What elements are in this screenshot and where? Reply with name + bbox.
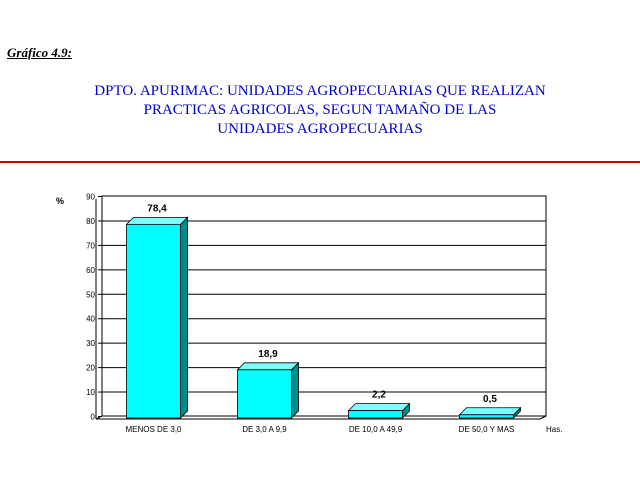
data-label: 0,5 — [483, 394, 497, 405]
y-tick-label: 0 — [91, 413, 96, 422]
title-line-3: UNIDADES AGROPECUARIAS — [217, 121, 423, 137]
x-axis-label: Has. — [546, 425, 562, 434]
bar-side — [291, 361, 299, 419]
bars-layer — [125, 216, 522, 419]
data-label: 2,2 — [372, 390, 386, 401]
bar — [459, 414, 514, 419]
y-axis-label: % — [56, 196, 64, 206]
y-tick-label: 10 — [86, 388, 95, 397]
chart-title: DPTO. APURIMAC: UNIDADES AGROPECUARIAS Q… — [0, 82, 640, 139]
title-line-1: DPTO. APURIMAC: UNIDADES AGROPECUARIAS Q… — [94, 83, 546, 99]
x-tick-label: DE 3,0 A 9,9 — [242, 425, 287, 434]
axis-floor-edge — [539, 415, 547, 420]
bar-top — [347, 403, 411, 412]
y-tick-label: 60 — [86, 266, 95, 275]
bar — [348, 410, 403, 419]
y-tick-label: 30 — [86, 339, 95, 348]
y-tick-label: 20 — [86, 364, 95, 373]
title-divider — [0, 161, 640, 163]
x-tick-label: DE 10,0 A 49,9 — [349, 425, 403, 434]
x-tick-label: MENOS DE 3,0 — [125, 425, 182, 434]
bar-top — [458, 407, 522, 416]
x-tick-label: DE 50,0 Y MAS — [459, 425, 515, 434]
labels-layer: 0 10 20 30 40 50 60 70 80 90% Has. 78,4 MENOS DE 3,0… — [56, 193, 562, 435]
y-tick-label: 50 — [86, 290, 95, 299]
figure-label: Gráfico 4.9: — [7, 45, 72, 60]
bar — [237, 369, 292, 419]
y-tick-label: 40 — [86, 315, 95, 324]
bar — [126, 223, 181, 419]
bar-top — [125, 216, 189, 225]
data-label: 18,9 — [258, 349, 278, 360]
bar-top — [236, 362, 300, 371]
bar-side — [180, 216, 188, 419]
y-tick-label: 70 — [86, 241, 95, 250]
y-tick-label: 80 — [86, 217, 95, 226]
data-label: 78,4 — [147, 203, 167, 214]
title-line-2: PRACTICAS AGRICOLAS, SEGUN TAMAÑO DE LAS — [143, 102, 497, 118]
y-tick-label: 90 — [86, 193, 95, 202]
